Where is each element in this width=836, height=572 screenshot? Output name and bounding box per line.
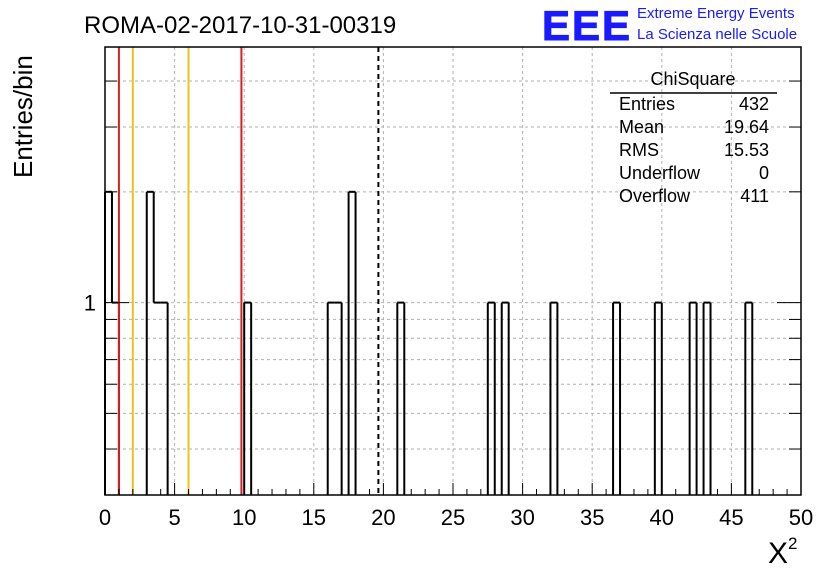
x-axis-title: X2 xyxy=(768,534,797,570)
stats-label: RMS xyxy=(619,140,659,160)
stats-label: Overflow xyxy=(619,186,691,206)
stats-value: 411 xyxy=(740,186,769,206)
stats-value: 432 xyxy=(739,94,769,114)
x-tick-label: 20 xyxy=(371,505,395,530)
x-tick-label: 0 xyxy=(99,505,111,530)
x-tick-label: 40 xyxy=(650,505,674,530)
stats-box: ChiSquare Entries 432 Mean 19.64 RMS 15.… xyxy=(610,69,777,206)
stats-label: Entries xyxy=(619,94,675,114)
x-tick-label: 25 xyxy=(441,505,465,530)
y-axis-title: Entries/bin xyxy=(8,55,38,178)
grid xyxy=(105,47,801,495)
eee-logo: EEE Extreme Energy Events La Scienza nel… xyxy=(542,2,798,50)
reference-lines xyxy=(117,47,380,495)
x-tick-label: 45 xyxy=(719,505,743,530)
x-tick-label: 10 xyxy=(232,505,256,530)
x-tick-label: 30 xyxy=(510,505,534,530)
run-title: ROMA-02-2017-10-31-00319 xyxy=(84,12,396,39)
x-tick-label: 35 xyxy=(580,505,604,530)
logo-line-1: Extreme Energy Events xyxy=(637,5,795,22)
x-tick-label: 15 xyxy=(302,505,326,530)
stats-value: 0 xyxy=(759,163,769,183)
stats-title: ChiSquare xyxy=(650,69,735,89)
axes: 0 5 10 15 20 25 30 35 40 45 50 1 xyxy=(84,46,813,530)
stats-label: Mean xyxy=(619,117,664,137)
stats-label: Underflow xyxy=(619,163,701,183)
y-tick-label: 1 xyxy=(84,291,96,316)
eee-logo-mark: EEE xyxy=(542,2,632,49)
x-tick-label: 50 xyxy=(789,505,813,530)
stats-value: 19.64 xyxy=(724,117,769,137)
x-tick-label: 5 xyxy=(168,505,180,530)
stats-value: 15.53 xyxy=(724,140,769,160)
logo-line-2: La Scienza nelle Scuole xyxy=(637,26,797,43)
